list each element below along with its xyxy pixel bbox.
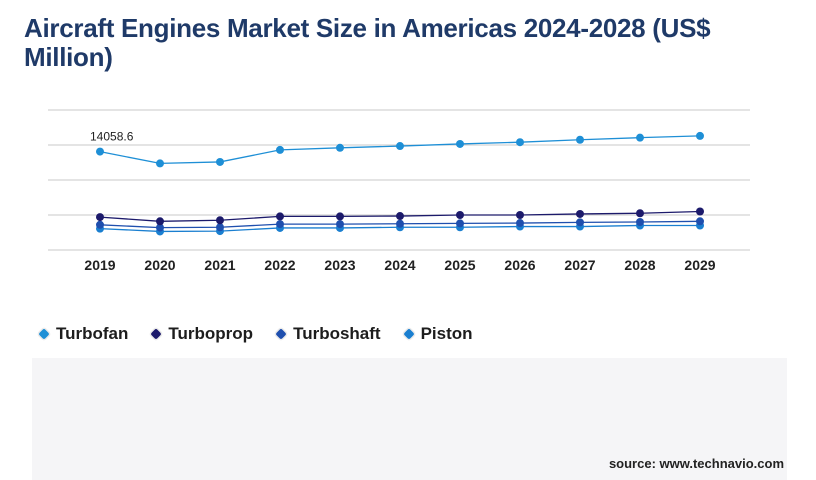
x-tick-label: 2019 bbox=[84, 257, 115, 273]
x-tick-label: 2024 bbox=[384, 257, 415, 273]
chart-title: Aircraft Engines Market Size in Americas… bbox=[24, 13, 711, 72]
data-point-turboprop bbox=[456, 211, 464, 219]
x-tick-label: 2026 bbox=[504, 257, 535, 273]
legend-marker-icon bbox=[402, 328, 415, 340]
legend-label: Turboshaft bbox=[293, 324, 381, 343]
data-point-turboprop bbox=[516, 211, 524, 219]
data-point-turboprop bbox=[396, 212, 404, 221]
data-point-turboshaft bbox=[96, 220, 104, 229]
x-tick-label: 2029 bbox=[684, 257, 715, 273]
data-point-turbofan bbox=[636, 133, 644, 142]
data-point-turbofan bbox=[276, 145, 284, 154]
x-tick-label: 2020 bbox=[144, 257, 175, 273]
data-point-turbofan bbox=[96, 147, 104, 156]
legend-marker-icon bbox=[38, 328, 50, 340]
data-label: 14058.6 bbox=[90, 130, 134, 144]
line-chart: 2019 2020 2021 2022 2023 2024 2025 2026 2027 2028… bbox=[48, 109, 750, 273]
x-tick-label: 2028 bbox=[624, 257, 655, 273]
data-point-turbofan bbox=[336, 143, 344, 152]
data-point-turboshaft bbox=[636, 218, 644, 226]
legend-marker-icon bbox=[275, 328, 287, 340]
data-point-turboshaft bbox=[696, 217, 704, 226]
data-point-turbofan bbox=[576, 135, 584, 144]
x-tick-label: 2025 bbox=[444, 257, 475, 273]
data-point-turboshaft bbox=[576, 218, 584, 227]
legend-marker-icon bbox=[150, 328, 163, 340]
data-point-turboprop bbox=[636, 209, 644, 218]
legend-item-piston: Piston bbox=[402, 324, 473, 344]
x-tick-label: 2027 bbox=[564, 257, 595, 273]
data-point-turbofan bbox=[396, 142, 404, 151]
data-point-turbofan bbox=[516, 138, 524, 147]
data-point-turboprop bbox=[276, 212, 284, 221]
series-points bbox=[96, 131, 704, 236]
data-point-turboprop bbox=[156, 217, 164, 226]
source-credit: source: www.technavio.com bbox=[608, 456, 784, 471]
data-point-turboshaft bbox=[336, 220, 344, 229]
data-annotations: 14058.6 bbox=[90, 130, 134, 144]
legend-item-turboshaft: Turboshaft bbox=[275, 324, 381, 344]
data-point-turboshaft bbox=[276, 220, 284, 229]
data-point-turbofan bbox=[696, 131, 704, 140]
data-point-turboshaft bbox=[396, 219, 404, 228]
data-point-turboprop bbox=[696, 207, 704, 216]
data-point-turboprop bbox=[96, 213, 104, 222]
x-tick-label: 2022 bbox=[264, 257, 295, 273]
background-panel bbox=[32, 358, 787, 480]
data-point-turbofan bbox=[456, 139, 464, 148]
x-tick-label: 2023 bbox=[324, 257, 355, 273]
data-point-turbofan bbox=[216, 157, 224, 166]
x-axis-ticks: 2019 2020 2021 2022 2023 2024 2025 2026 2027 2028… bbox=[84, 257, 715, 273]
legend-label: Piston bbox=[420, 324, 473, 343]
data-point-turboshaft bbox=[516, 219, 524, 228]
chart-legend: Turbofan Turboprop Turboshaft Piston bbox=[38, 323, 495, 345]
data-point-turboshaft bbox=[156, 223, 164, 232]
data-point-turboshaft bbox=[456, 219, 464, 228]
data-point-turbofan bbox=[156, 159, 164, 168]
data-point-turboprop bbox=[336, 212, 344, 221]
x-tick-label: 2021 bbox=[204, 257, 235, 273]
legend-label: Turboprop bbox=[168, 324, 254, 343]
data-point-turboshaft bbox=[216, 223, 224, 232]
legend-label: Turbofan bbox=[56, 324, 129, 343]
data-point-turboprop bbox=[216, 216, 224, 225]
legend-item-turboprop: Turboprop bbox=[150, 324, 253, 344]
legend-item-turbofan: Turbofan bbox=[38, 324, 128, 344]
data-point-turboprop bbox=[576, 209, 584, 218]
